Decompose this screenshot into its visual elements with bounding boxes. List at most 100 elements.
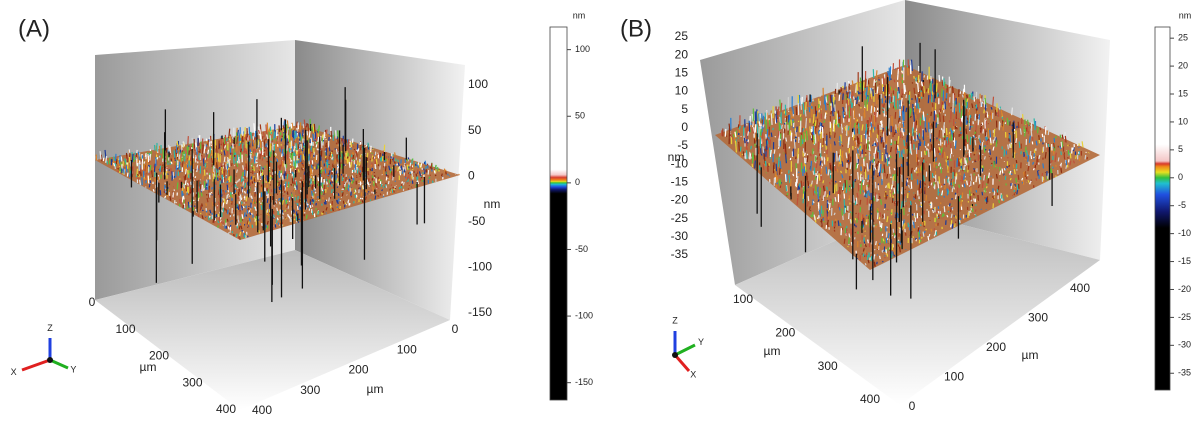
surface-texture bbox=[220, 149, 223, 152]
surface-texture bbox=[899, 189, 902, 192]
surface-texture bbox=[818, 109, 821, 113]
surface-texture bbox=[309, 142, 312, 146]
surface-texture bbox=[330, 184, 333, 187]
surface-texture bbox=[870, 105, 873, 114]
surface-texture bbox=[373, 156, 376, 159]
surface-texture bbox=[959, 148, 962, 151]
surface-texture bbox=[329, 151, 332, 158]
surface-texture bbox=[208, 192, 211, 198]
surface-texture bbox=[266, 175, 269, 182]
surface-texture bbox=[804, 162, 807, 172]
surface-texture bbox=[228, 128, 231, 139]
surface-texture bbox=[285, 169, 288, 173]
surface-texture bbox=[172, 157, 175, 166]
surface-texture bbox=[785, 185, 788, 192]
surface-texture bbox=[865, 87, 868, 100]
surface-texture bbox=[878, 192, 881, 196]
surface-texture bbox=[866, 190, 868, 198]
surface-texture bbox=[329, 204, 332, 209]
surface-texture bbox=[950, 177, 953, 179]
surface-texture bbox=[244, 134, 247, 140]
surface-texture bbox=[874, 81, 877, 83]
surface-texture bbox=[897, 240, 899, 244]
surface-texture bbox=[357, 187, 360, 190]
surface-texture bbox=[873, 168, 876, 176]
surface-texture bbox=[747, 141, 749, 144]
surface-texture bbox=[1003, 168, 1006, 171]
surface-texture bbox=[282, 128, 284, 133]
surface-texture bbox=[885, 114, 888, 118]
surface-texture bbox=[269, 184, 272, 186]
surface-texture bbox=[917, 232, 920, 238]
surface-texture bbox=[951, 207, 954, 211]
surface-texture bbox=[930, 128, 933, 134]
surface-texture bbox=[905, 179, 907, 181]
surface-texture bbox=[404, 166, 407, 171]
surface-texture bbox=[970, 173, 973, 181]
surface-texture bbox=[208, 141, 211, 144]
surface-texture bbox=[239, 194, 242, 200]
surface-texture bbox=[129, 170, 132, 174]
surface-texture bbox=[241, 218, 244, 221]
surface-texture bbox=[779, 99, 782, 112]
surface-texture bbox=[817, 103, 820, 108]
surface-texture bbox=[356, 196, 359, 199]
surface-texture bbox=[189, 181, 192, 186]
surface-texture bbox=[225, 150, 227, 158]
surface-texture bbox=[790, 110, 793, 118]
surface-texture bbox=[163, 184, 166, 190]
surface-texture bbox=[843, 187, 846, 194]
surface-texture bbox=[226, 218, 229, 222]
surface-texture bbox=[938, 176, 941, 184]
surface-texture bbox=[941, 79, 944, 87]
surface-texture bbox=[279, 188, 282, 194]
surface-texture bbox=[337, 181, 339, 183]
surface-texture bbox=[945, 175, 948, 178]
surface-texture bbox=[796, 175, 799, 184]
surface-texture bbox=[920, 165, 923, 171]
surface-texture bbox=[293, 147, 296, 152]
surface-texture bbox=[878, 83, 881, 85]
surface-texture bbox=[257, 140, 260, 146]
surface-texture bbox=[217, 213, 220, 217]
surface-texture bbox=[1008, 171, 1011, 174]
surface-texture bbox=[879, 135, 882, 144]
surface-texture bbox=[857, 123, 860, 135]
surface-texture bbox=[780, 102, 783, 113]
surface-texture bbox=[276, 135, 279, 144]
surface-texture bbox=[111, 159, 114, 163]
surface-texture bbox=[1001, 168, 1004, 174]
surface-texture bbox=[337, 166, 340, 169]
surface-texture bbox=[159, 163, 162, 166]
surface-texture bbox=[847, 125, 850, 131]
surface-texture bbox=[749, 121, 752, 126]
surface-texture bbox=[999, 106, 1002, 111]
surface-texture bbox=[139, 179, 142, 185]
surface-texture bbox=[848, 96, 851, 99]
surface-texture bbox=[409, 171, 412, 174]
surface-texture bbox=[169, 195, 172, 201]
surface-texture bbox=[833, 229, 836, 232]
surface-texture bbox=[968, 109, 971, 116]
surface-texture bbox=[881, 152, 884, 155]
surface-texture bbox=[217, 201, 220, 206]
surface-texture bbox=[927, 95, 930, 104]
surface-texture bbox=[757, 146, 760, 155]
surface-texture bbox=[286, 155, 289, 160]
surface-texture bbox=[209, 192, 212, 195]
surface-texture bbox=[850, 242, 853, 246]
surface-texture bbox=[113, 162, 116, 167]
surface-texture bbox=[266, 183, 269, 188]
surface-texture bbox=[194, 154, 198, 159]
surface-texture bbox=[364, 148, 367, 151]
surface-texture bbox=[251, 168, 254, 171]
surface-texture bbox=[867, 223, 869, 226]
surface-texture bbox=[298, 142, 301, 145]
surface-texture bbox=[954, 194, 957, 200]
surface-texture bbox=[1015, 164, 1018, 169]
surface-texture bbox=[775, 184, 778, 189]
surface-texture bbox=[825, 96, 828, 103]
surface-texture bbox=[269, 151, 272, 158]
surface-texture bbox=[422, 172, 424, 175]
surface-texture bbox=[1008, 132, 1011, 135]
